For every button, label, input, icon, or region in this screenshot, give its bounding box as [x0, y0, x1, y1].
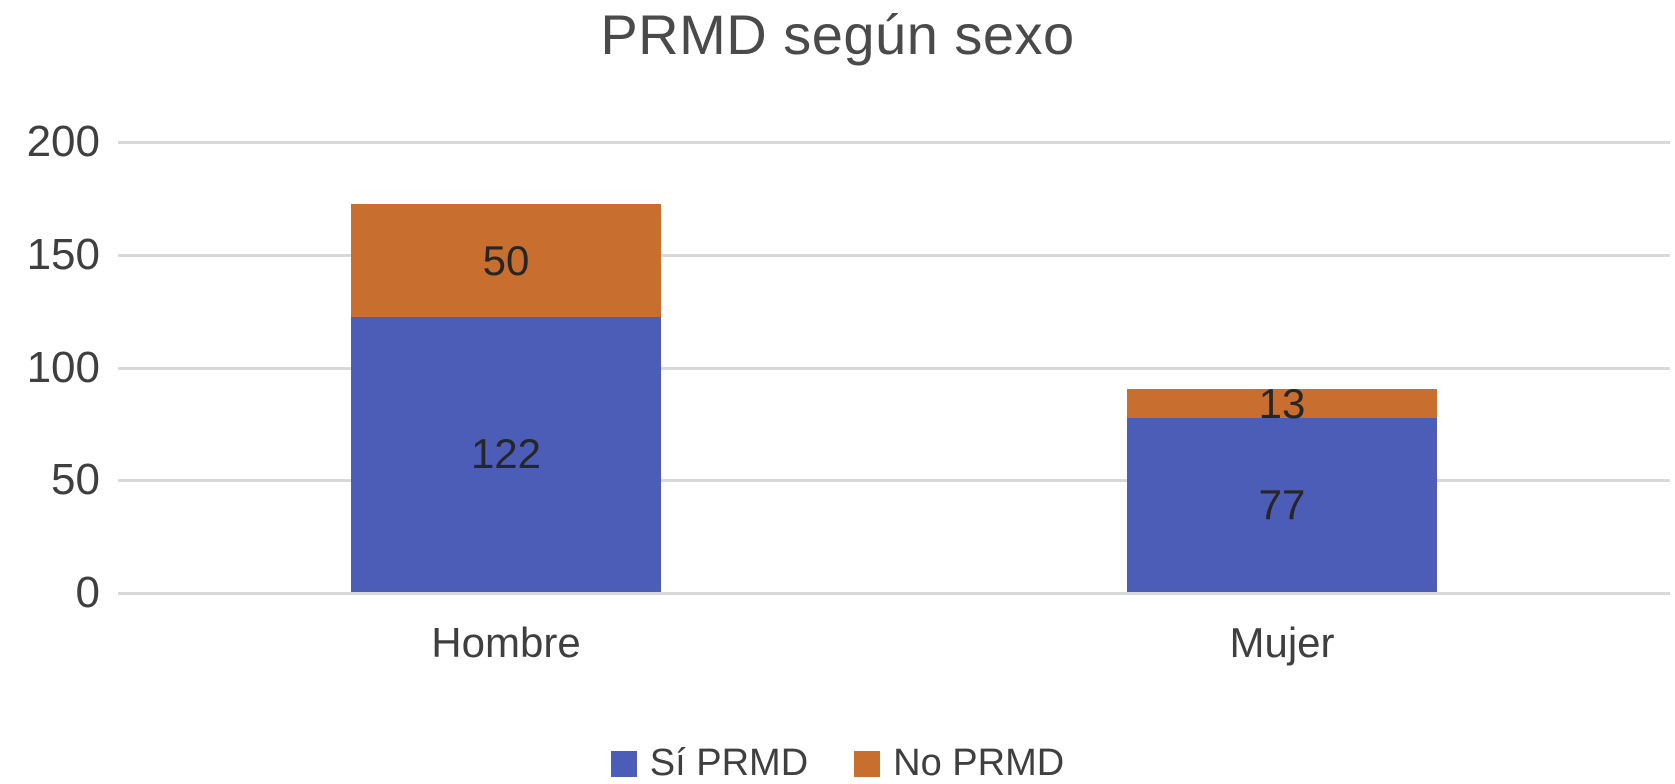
legend-label: No PRMD	[893, 742, 1065, 784]
x-category-label-mujer: Mujer	[1229, 619, 1335, 666]
y-tick-label-150: 150	[26, 229, 100, 279]
plot-area: 122 50 Hombre 77 13 Mujer	[118, 141, 1670, 666]
legend-item-no-prmd: No PRMD	[854, 742, 1064, 784]
bar-segment-hombre-no-prmd: 50	[351, 204, 661, 317]
legend-swatch-icon	[854, 750, 881, 777]
bar-value-label: 122	[470, 430, 542, 478]
legend: Sí PRMD No PRMD	[0, 742, 1675, 784]
bar-value-label: 50	[482, 236, 530, 284]
legend-label: Sí PRMD	[649, 742, 809, 784]
bar-segment-mujer-no-prmd: 13	[1127, 382, 1437, 424]
bar-value-label: 77	[1258, 481, 1306, 529]
gridline-0	[118, 592, 1670, 595]
y-tick-label-0: 0	[75, 568, 100, 617]
x-category-label-hombre: Hombre	[431, 619, 581, 666]
gridline-100	[118, 366, 1670, 370]
y-tick-label-50: 50	[51, 455, 100, 505]
legend-swatch-icon	[610, 750, 637, 777]
gridline-50	[118, 479, 1670, 483]
gridline-150	[118, 253, 1670, 257]
gridline-200	[118, 141, 1670, 144]
y-tick-label-100: 100	[26, 342, 100, 392]
y-tick-label-200: 200	[26, 117, 100, 166]
bar-value-label: 13	[1258, 379, 1306, 427]
bar-segment-hombre-si-prmd: 122	[351, 316, 661, 592]
bar-segment-mujer-si-prmd: 77	[1127, 418, 1437, 592]
chart-title: PRMD según sexo	[600, 3, 1075, 66]
legend-item-sí-prmd: Sí PRMD	[610, 742, 809, 784]
